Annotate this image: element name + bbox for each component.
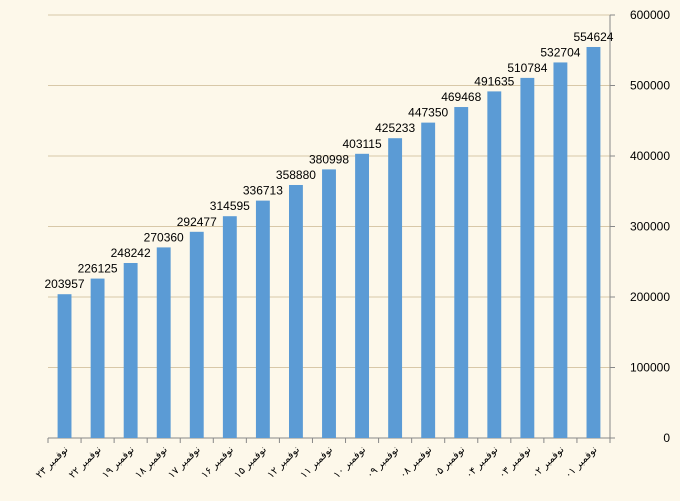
bar (586, 46, 601, 438)
bar (57, 294, 72, 438)
data-label: 336713 (243, 184, 283, 198)
bar (90, 278, 105, 438)
y-tick-label: 600000 (630, 8, 670, 22)
bar (520, 77, 535, 438)
bar (255, 200, 270, 438)
data-label: 403115 (342, 137, 381, 151)
x-tick-label: ۱۸ نوفمبر (133, 444, 169, 480)
bar (421, 122, 436, 438)
y-tick-label: 300000 (630, 220, 670, 234)
data-label: 203957 (45, 277, 85, 291)
y-tick-label: 400000 (630, 149, 670, 163)
data-label: 358880 (276, 168, 316, 182)
data-label: 491635 (474, 74, 514, 88)
bar (123, 262, 138, 438)
y-tick-label: 0 (663, 431, 670, 445)
x-tick-label: ۱۷ نوفمبر (166, 444, 202, 480)
data-label: 292477 (177, 215, 217, 229)
x-tick-label: ۱۰ نوفمبر (332, 444, 368, 480)
data-label: 314595 (210, 199, 250, 213)
bar (487, 91, 502, 438)
bar (355, 153, 370, 438)
x-tick-label: ۰۸ نوفمبر (398, 444, 434, 480)
bar (388, 138, 403, 438)
y-tick-label: 500000 (630, 79, 670, 93)
x-tick-label: ۱۶ نوفمبر (199, 444, 235, 480)
bar (454, 107, 469, 439)
bar (322, 169, 336, 438)
x-tick-label: ۱۵ نوفمبر (233, 444, 269, 480)
data-label: 248242 (111, 246, 151, 260)
data-label: 226125 (78, 262, 118, 276)
data-label: 532704 (540, 45, 580, 59)
y-tick-label: 100000 (630, 361, 670, 375)
data-label: 380998 (309, 152, 349, 166)
data-label: 425233 (375, 121, 415, 135)
bar (156, 247, 171, 438)
bar (189, 231, 204, 438)
x-tick-label: ۰۱ نوفمبر (563, 444, 599, 480)
bar (222, 216, 237, 438)
y-tick-label: 200000 (630, 290, 670, 304)
data-label: 270360 (144, 230, 184, 244)
x-tick-label: ۰۲ نوفمبر (530, 444, 566, 480)
x-tick-label: ۱۹ نوفمبر (100, 444, 136, 480)
x-tick-label: ۱۲ نوفمبر (266, 444, 302, 480)
x-tick-label: ۰۵ نوفمبر (431, 444, 467, 480)
data-label: 510784 (507, 61, 547, 75)
data-label: 554624 (573, 30, 613, 44)
data-label: 469468 (441, 90, 481, 104)
x-tick-label: ۱۱ نوفمبر (299, 444, 335, 480)
data-label: 447350 (408, 106, 448, 120)
bar (288, 184, 303, 438)
x-tick-label: ۰۹ نوفمبر (365, 444, 401, 480)
x-tick-label: ۰۳ نوفمبر (497, 444, 533, 480)
x-tick-label: ۰۴ نوفمبر (464, 444, 500, 480)
bar (553, 62, 568, 439)
x-tick-label: ۲۲ نوفمبر (67, 444, 103, 480)
x-tick-label: ۲۳ نوفمبر (34, 444, 70, 480)
